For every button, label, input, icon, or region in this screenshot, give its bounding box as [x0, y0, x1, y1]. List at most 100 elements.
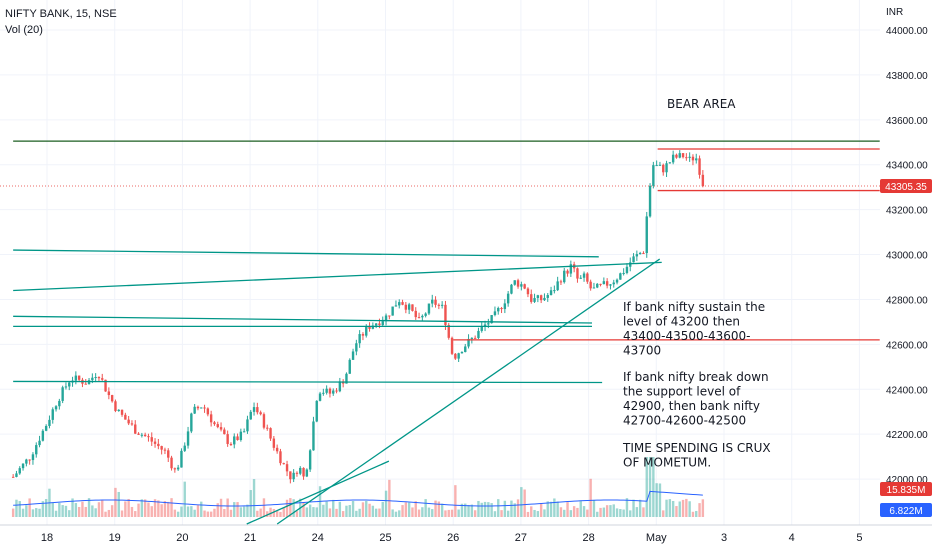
volume-bar: [84, 506, 87, 517]
volume-bar: [553, 498, 556, 517]
volume-bar: [163, 501, 167, 517]
candle-body: [292, 472, 295, 480]
candle-body: [173, 468, 177, 470]
volume-bar: [464, 503, 467, 517]
trend-line[interactable]: [276, 258, 661, 525]
price-scale[interactable]: 44000.00 43800.00 43600.00 43400.00 43200.00…: [880, 0, 932, 525]
volume-bar: [424, 499, 427, 517]
y-tick-label: 42600.00: [886, 340, 928, 351]
candle-body: [404, 304, 408, 310]
annotation-text: level of 43200 then: [623, 315, 740, 329]
volume-bar: [612, 504, 615, 517]
volume-indicator-title[interactable]: Vol (20): [5, 24, 43, 36]
candle-body: [648, 185, 652, 217]
candle-body: [431, 299, 434, 304]
drawn-lines[interactable]: [13, 140, 880, 525]
volume-bar: [384, 490, 388, 517]
volume-ma-badge: [880, 503, 932, 517]
annotation-text: If bank nifty sustain the: [623, 300, 765, 314]
volume-bar: [308, 504, 312, 517]
annotation-text: 42900, then bank nifty: [623, 399, 760, 413]
candle-body: [632, 256, 635, 263]
volume-bar: [414, 501, 417, 517]
candle-body: [658, 164, 662, 166]
volume-bar: [31, 509, 35, 517]
trend-line[interactable]: [13, 380, 603, 384]
trend-line[interactable]: [13, 261, 662, 292]
symbol-title[interactable]: NIFTY BANK, 15, NSE: [5, 8, 117, 20]
candle-body: [110, 395, 114, 402]
candle-body: [457, 353, 460, 359]
candle-body: [233, 436, 236, 445]
candle-body: [285, 464, 289, 472]
candle-body: [533, 298, 536, 302]
candle-body: [167, 450, 170, 458]
volume-bar: [262, 498, 266, 517]
candle-body: [629, 262, 632, 267]
volume-bar: [77, 506, 81, 517]
volume-bar: [457, 509, 460, 517]
volume-bar: [223, 509, 226, 517]
volume-bar: [137, 503, 140, 517]
y-tick-label: 43200.00: [886, 206, 928, 217]
x-tick-label: 21: [244, 532, 256, 544]
candle-body: [196, 406, 200, 409]
volume-bar: [351, 500, 355, 517]
y-axis-labels: 44000.00 43800.00 43600.00 43400.00 43200.00…: [886, 26, 928, 486]
candle-body: [615, 279, 619, 283]
candle-body: [312, 421, 315, 451]
volume-bar: [124, 501, 127, 517]
candle-body: [487, 323, 490, 325]
candle-body: [563, 270, 566, 283]
candle-body: [695, 158, 698, 161]
volume-bar: [655, 483, 658, 517]
candle-body: [539, 295, 543, 301]
volume-bar: [559, 507, 563, 517]
volume-bar: [510, 500, 513, 517]
price-scale-background: [880, 0, 932, 525]
volume-bar: [64, 505, 68, 517]
candle-body: [427, 303, 431, 314]
volume-bar: [183, 481, 186, 517]
candle-body: [553, 290, 556, 292]
candle-body: [183, 445, 186, 451]
volume-bar: [15, 499, 18, 517]
volume-bar: [176, 511, 180, 517]
trend-line[interactable]: [13, 315, 592, 324]
candle-body: [401, 302, 404, 305]
volume-bar: [242, 506, 246, 517]
candle-body: [345, 373, 348, 384]
candle-body: [94, 377, 97, 379]
volume-bar: [38, 508, 41, 517]
candle-body: [239, 431, 243, 441]
candle-body: [556, 281, 559, 291]
volume-bar: [315, 507, 318, 517]
volume-bar: [490, 503, 493, 517]
volume-bar: [233, 502, 236, 517]
y-tick-label: 42800.00: [886, 295, 928, 306]
y-tick-label: 42000.00: [886, 475, 928, 486]
candle-body: [513, 280, 516, 285]
volume-bar: [335, 508, 338, 517]
volume-bar: [701, 499, 705, 517]
volume-bar: [107, 509, 111, 517]
candle-body: [58, 400, 61, 407]
candle-body: [638, 252, 642, 255]
volume-bar: [193, 509, 196, 517]
volume-bar: [134, 511, 137, 517]
volume-bar: [328, 508, 332, 517]
candle-body: [526, 288, 530, 295]
volume-bar: [87, 498, 91, 517]
candle-body: [11, 476, 15, 478]
time-scale[interactable]: 18 19 20 21 24 25 26 27 28 May 3 4 5: [0, 524, 932, 544]
candle-body: [388, 315, 391, 317]
candle-body: [437, 304, 441, 306]
candle-body: [645, 216, 648, 254]
candle-body: [589, 281, 592, 289]
volume-bar: [104, 511, 107, 517]
x-tick-label: 4: [789, 532, 795, 544]
trend-line[interactable]: [13, 249, 599, 258]
trend-line[interactable]: [246, 460, 390, 525]
